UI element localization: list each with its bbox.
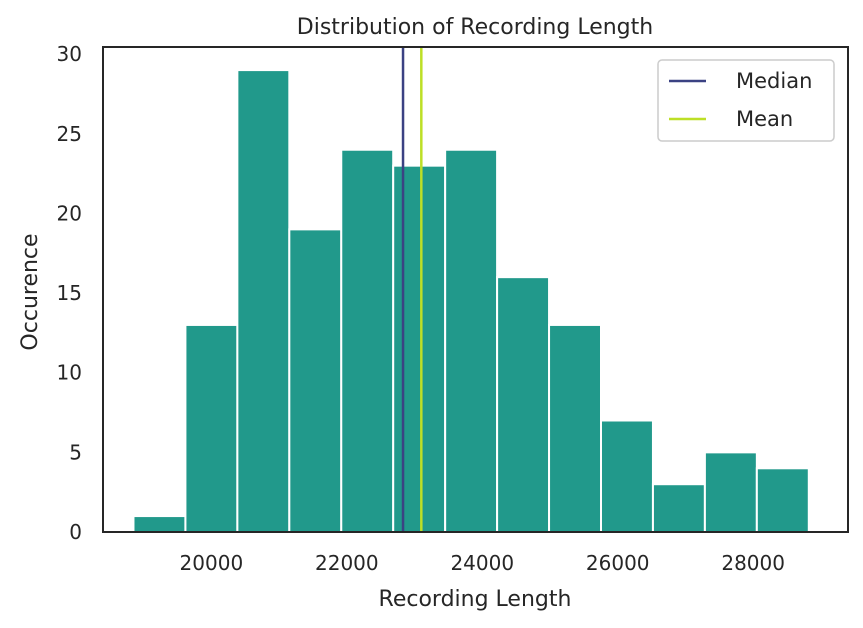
y-axis-title: Occurence: [18, 233, 43, 350]
y-tick-label: 5: [69, 440, 82, 464]
histogram-bar: [599, 419, 654, 533]
y-axis-ticks: 0 5 10 15 20 25 30: [57, 42, 82, 544]
histogram-bar: [340, 148, 395, 534]
histogram-bar: [184, 323, 239, 533]
histogram-bar: [236, 69, 291, 533]
x-axis-title: Recording Length: [379, 587, 572, 612]
x-axis-ticks: 20000 22000 24000 26000 28000: [180, 551, 785, 575]
legend: Median Mean: [657, 59, 835, 142]
legend-label: Mean: [736, 107, 793, 131]
y-tick-label: 10: [57, 361, 82, 385]
legend-label: Median: [736, 69, 812, 93]
y-tick-label: 0: [69, 520, 82, 544]
bars-layer: [132, 69, 810, 534]
histogram-bar: [755, 467, 810, 534]
x-tick-label: 26000: [586, 551, 650, 575]
y-tick-label: 15: [57, 281, 82, 305]
plot-frame: [102, 46, 849, 533]
histogram-bar: [703, 451, 758, 533]
chart-title: Distribution of Recording Length: [297, 15, 653, 40]
reference-lines-layer: [401, 47, 423, 532]
x-tick-label: 28000: [721, 551, 785, 575]
histogram-bar: [496, 276, 551, 534]
y-tick-label: 25: [57, 122, 82, 146]
histogram-bar: [392, 164, 447, 533]
histogram-bar: [651, 483, 706, 533]
histogram-bar: [288, 228, 343, 533]
y-tick-label: 20: [57, 201, 82, 225]
x-tick-label: 24000: [450, 551, 514, 575]
histogram-bar: [132, 515, 187, 534]
y-tick-label: 30: [57, 42, 82, 66]
histogram-bar: [444, 148, 499, 534]
x-tick-label: 22000: [315, 551, 379, 575]
x-tick-label: 20000: [180, 551, 244, 575]
histogram-bar: [548, 323, 602, 533]
